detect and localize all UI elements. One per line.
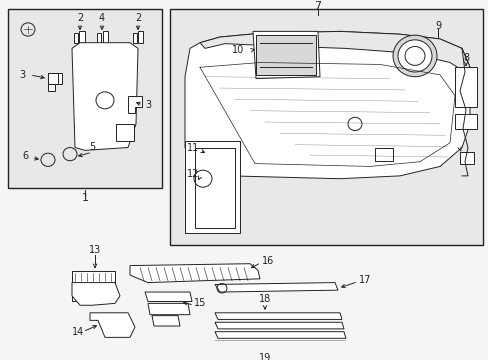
Polygon shape <box>72 283 120 305</box>
Text: 3: 3 <box>19 70 25 80</box>
Text: 15: 15 <box>193 298 206 309</box>
Polygon shape <box>152 316 180 326</box>
Polygon shape <box>90 313 135 337</box>
Polygon shape <box>97 33 101 43</box>
Text: 3: 3 <box>144 100 151 110</box>
Text: 8: 8 <box>462 53 468 63</box>
Bar <box>256 35 315 75</box>
Polygon shape <box>145 292 192 301</box>
Polygon shape <box>200 31 469 72</box>
Text: 13: 13 <box>89 246 101 256</box>
Polygon shape <box>138 31 142 43</box>
Circle shape <box>404 46 424 66</box>
Text: 16: 16 <box>262 256 274 266</box>
Polygon shape <box>48 73 58 84</box>
Polygon shape <box>74 33 78 43</box>
Text: 2: 2 <box>77 13 83 23</box>
Polygon shape <box>215 313 341 319</box>
Polygon shape <box>133 33 137 43</box>
Polygon shape <box>72 271 115 301</box>
Text: 11: 11 <box>186 143 199 153</box>
Polygon shape <box>215 332 346 338</box>
Polygon shape <box>72 43 138 150</box>
Polygon shape <box>215 341 347 348</box>
Text: 12: 12 <box>186 169 199 179</box>
Polygon shape <box>215 322 343 329</box>
Text: 9: 9 <box>434 21 440 31</box>
Text: 14: 14 <box>72 327 84 337</box>
Text: 17: 17 <box>358 275 370 285</box>
Bar <box>454 67 476 107</box>
Text: 19: 19 <box>258 353 270 360</box>
Bar <box>454 114 476 129</box>
Bar <box>195 148 235 228</box>
Text: 10: 10 <box>231 45 244 55</box>
Polygon shape <box>79 31 85 43</box>
Bar <box>170 9 482 245</box>
Bar <box>8 9 162 188</box>
Text: 18: 18 <box>258 294 270 303</box>
Polygon shape <box>215 283 337 292</box>
Polygon shape <box>130 264 260 283</box>
Text: 1: 1 <box>81 193 88 203</box>
Bar <box>459 152 473 163</box>
Text: 7: 7 <box>314 1 321 11</box>
Text: 5: 5 <box>89 141 95 152</box>
Polygon shape <box>48 73 62 91</box>
Polygon shape <box>148 303 190 315</box>
Text: 4: 4 <box>99 13 105 23</box>
Polygon shape <box>103 31 108 43</box>
Bar <box>374 148 392 161</box>
Bar <box>116 124 134 141</box>
Circle shape <box>392 35 436 77</box>
Text: 6: 6 <box>22 151 28 161</box>
Text: 2: 2 <box>135 13 141 23</box>
Polygon shape <box>252 31 319 78</box>
Bar <box>184 141 240 234</box>
Circle shape <box>397 40 431 72</box>
Polygon shape <box>128 96 142 113</box>
Polygon shape <box>184 31 469 179</box>
